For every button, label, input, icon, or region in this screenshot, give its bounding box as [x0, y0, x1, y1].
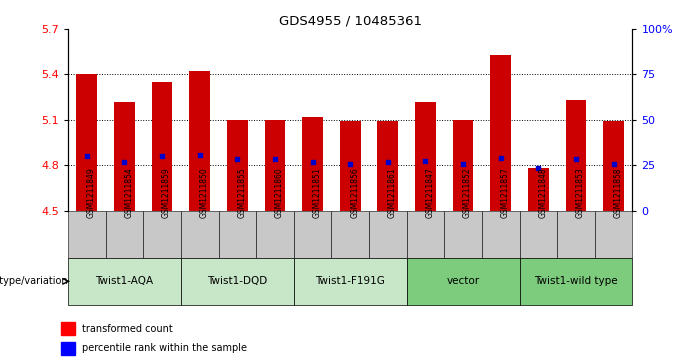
Text: genotype/variation: genotype/variation	[0, 276, 68, 286]
Text: GSM1211850: GSM1211850	[200, 167, 209, 217]
Bar	[520, 258, 632, 305]
Text: GSM1211861: GSM1211861	[388, 167, 397, 217]
Bar	[331, 211, 369, 258]
Text: GSM1211856: GSM1211856	[350, 167, 359, 217]
Bar	[218, 211, 256, 258]
Bar	[302, 117, 323, 211]
Title: GDS4955 / 10485361: GDS4955 / 10485361	[279, 15, 422, 28]
Bar	[603, 121, 624, 211]
Text: GSM1211848: GSM1211848	[539, 167, 547, 217]
Bar	[595, 211, 632, 258]
Text: GSM1211855: GSM1211855	[237, 167, 246, 217]
Bar	[407, 258, 520, 305]
Bar	[76, 74, 97, 211]
Bar	[557, 211, 595, 258]
Bar	[152, 82, 173, 211]
Bar	[105, 211, 143, 258]
Text: GSM1211851: GSM1211851	[313, 167, 322, 217]
Bar	[189, 72, 210, 211]
Bar	[61, 322, 75, 335]
Text: GSM1211847: GSM1211847	[426, 167, 435, 217]
Text: GSM1211860: GSM1211860	[275, 167, 284, 217]
Bar	[181, 258, 294, 305]
Text: GSM1211854: GSM1211854	[124, 167, 133, 217]
Bar	[294, 211, 331, 258]
Text: Twist1-DQD: Twist1-DQD	[207, 276, 267, 286]
Bar	[143, 211, 181, 258]
Bar	[114, 102, 135, 211]
Text: Twist1-AQA: Twist1-AQA	[95, 276, 154, 286]
Bar	[377, 121, 398, 211]
Text: vector: vector	[447, 276, 479, 286]
Text: GSM1211859: GSM1211859	[162, 167, 171, 217]
Bar	[227, 120, 248, 211]
Bar	[444, 211, 482, 258]
Text: GSM1211858: GSM1211858	[613, 167, 623, 217]
Bar	[453, 120, 473, 211]
Text: GSM1211852: GSM1211852	[463, 167, 472, 217]
Bar	[407, 211, 444, 258]
Bar	[265, 120, 286, 211]
Text: transformed count: transformed count	[82, 324, 172, 334]
Bar	[340, 121, 360, 211]
Text: Twist1-wild type: Twist1-wild type	[534, 276, 617, 286]
Text: percentile rank within the sample: percentile rank within the sample	[82, 343, 247, 354]
Text: GSM1211853: GSM1211853	[576, 167, 585, 217]
Bar	[181, 211, 218, 258]
Bar	[482, 211, 520, 258]
Text: Twist1-F191G: Twist1-F191G	[316, 276, 385, 286]
Bar	[369, 211, 407, 258]
Bar	[68, 258, 181, 305]
Bar	[415, 102, 436, 211]
Bar	[256, 211, 294, 258]
Text: GSM1211849: GSM1211849	[87, 167, 96, 217]
Bar	[61, 342, 75, 355]
Text: GSM1211857: GSM1211857	[500, 167, 510, 217]
Bar	[566, 100, 586, 211]
Bar	[68, 211, 105, 258]
Bar	[528, 168, 549, 211]
Bar	[490, 55, 511, 211]
Bar	[294, 258, 407, 305]
Bar	[520, 211, 557, 258]
